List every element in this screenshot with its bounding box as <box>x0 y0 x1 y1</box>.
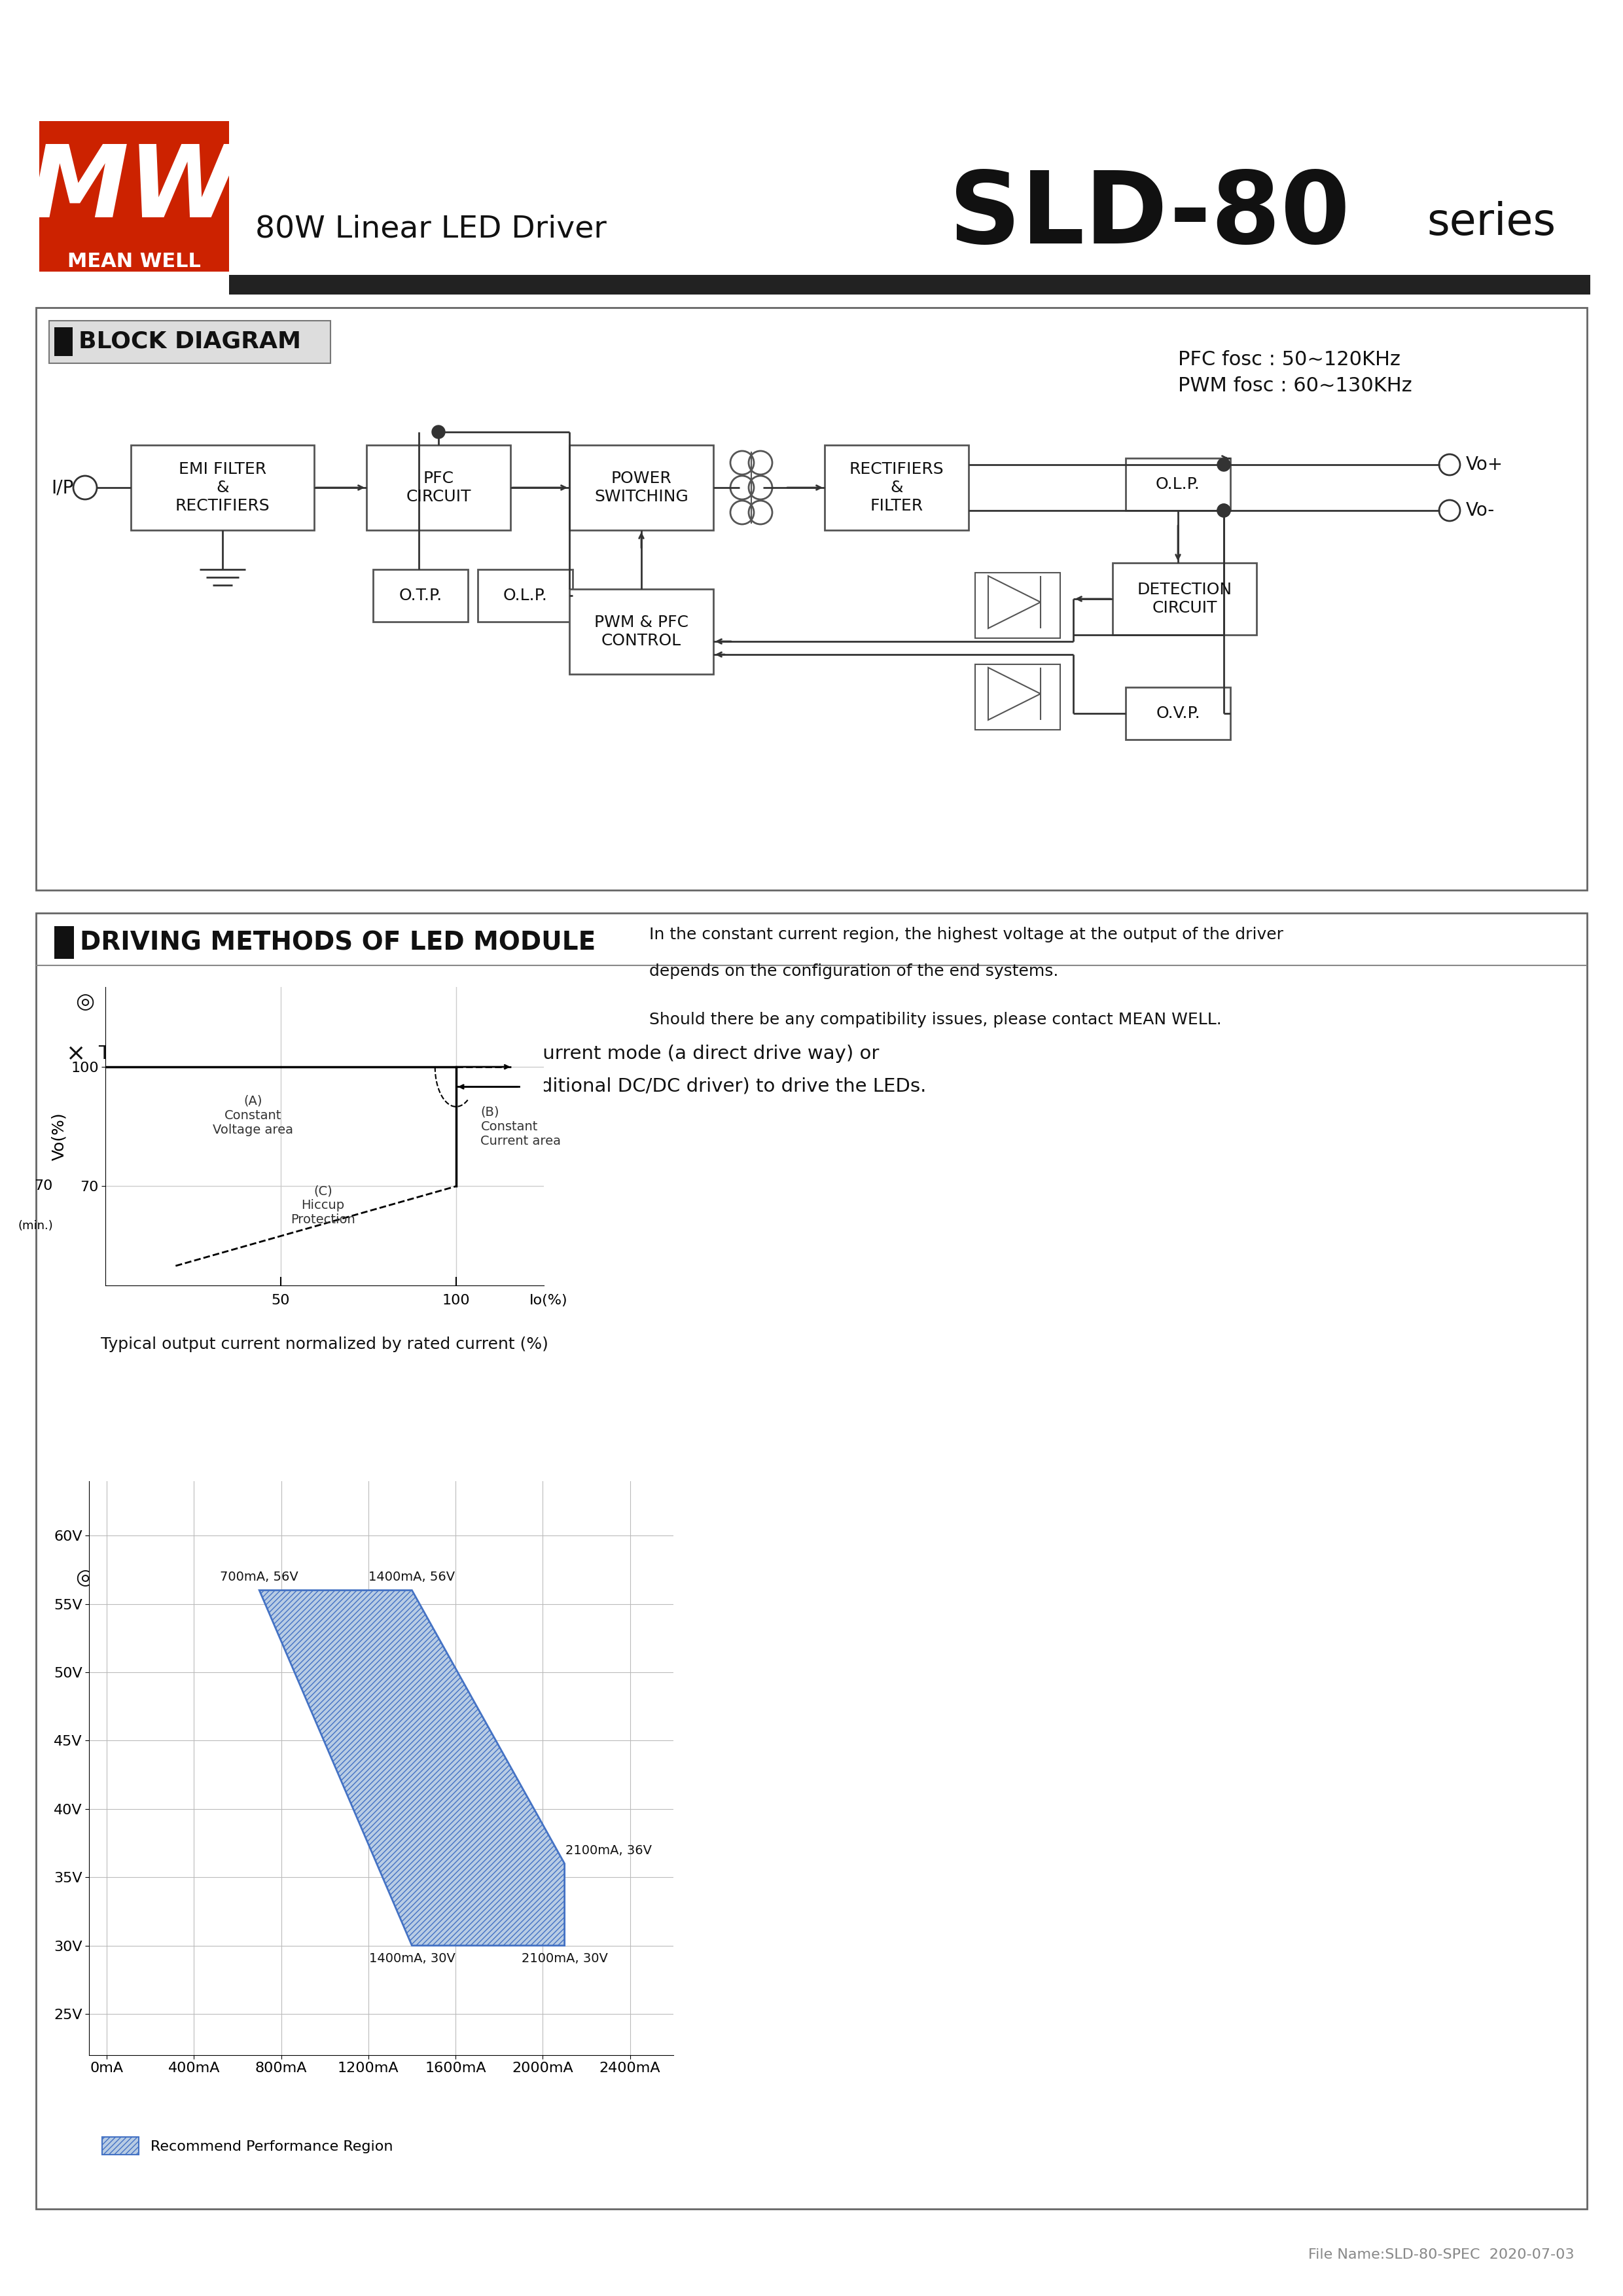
FancyBboxPatch shape <box>36 308 1587 891</box>
Text: PWM & PFC
CONTROL: PWM & PFC CONTROL <box>594 615 688 647</box>
FancyBboxPatch shape <box>975 664 1060 730</box>
FancyBboxPatch shape <box>131 445 315 530</box>
Polygon shape <box>260 1591 565 1945</box>
FancyBboxPatch shape <box>373 569 467 622</box>
FancyBboxPatch shape <box>570 590 714 675</box>
Text: ◎: ◎ <box>76 1566 94 1589</box>
FancyBboxPatch shape <box>1126 687 1230 739</box>
Text: POWER
SWITCHING: POWER SWITCHING <box>594 471 688 505</box>
Text: Should there be any compatibility issues, please contact MEAN WELL.: Should there be any compatibility issues… <box>649 1013 1222 1026</box>
Text: SLD-80-56: SLD-80-56 <box>105 1566 232 1589</box>
Circle shape <box>1217 503 1230 517</box>
FancyBboxPatch shape <box>367 445 511 530</box>
Text: (C)
Hiccup
Protection: (C) Hiccup Protection <box>291 1185 355 1226</box>
FancyBboxPatch shape <box>49 321 331 363</box>
Text: Vo-: Vo- <box>1466 501 1495 519</box>
Text: series: series <box>1427 202 1556 243</box>
Text: 50: 50 <box>271 1293 291 1306</box>
Text: BLOCK DIAGRAM: BLOCK DIAGRAM <box>78 331 300 354</box>
Text: (A)
Constant
Voltage area: (A) Constant Voltage area <box>213 1095 294 1137</box>
Text: O.L.P.: O.L.P. <box>503 588 547 604</box>
Text: (min.): (min.) <box>18 1219 54 1233</box>
Text: Constant Voltage mode (usually through additional DC/DC driver) to drive the LED: Constant Voltage mode (usually through a… <box>125 1077 927 1095</box>
Text: In the constant current region, the highest voltage at the output of the driver: In the constant current region, the high… <box>649 928 1284 941</box>
Text: PWM fosc : 60~130KHz: PWM fosc : 60~130KHz <box>1178 377 1412 395</box>
Text: PFC fosc : 50~120KHz: PFC fosc : 50~120KHz <box>1178 351 1401 370</box>
Text: Io(%): Io(%) <box>529 1293 568 1306</box>
Text: O.T.P.: O.T.P. <box>399 588 441 604</box>
Y-axis label: Vo(%): Vo(%) <box>52 1114 67 1159</box>
Circle shape <box>1217 459 1230 471</box>
Text: I/P: I/P <box>50 478 73 496</box>
FancyBboxPatch shape <box>54 328 73 356</box>
Text: O.L.P.: O.L.P. <box>1156 478 1199 491</box>
Text: Vo+: Vo+ <box>1466 455 1503 473</box>
Text: 2100mA, 30V: 2100mA, 30V <box>521 1952 607 1965</box>
FancyBboxPatch shape <box>975 572 1060 638</box>
Text: 2100mA, 36V: 2100mA, 36V <box>566 1844 652 1857</box>
FancyBboxPatch shape <box>1112 563 1256 636</box>
Text: 70: 70 <box>34 1180 54 1194</box>
Text: MEAN WELL: MEAN WELL <box>68 253 201 271</box>
Text: depends on the configuration of the end systems.: depends on the configuration of the end … <box>649 964 1058 978</box>
Text: File Name:SLD-80-SPEC  2020-07-03: File Name:SLD-80-SPEC 2020-07-03 <box>1308 2248 1574 2262</box>
Circle shape <box>432 425 445 439</box>
Text: DETECTION
CIRCUIT: DETECTION CIRCUIT <box>1138 581 1232 615</box>
Circle shape <box>1217 503 1230 517</box>
Text: EMI FILTER
&
RECTIFIERS: EMI FILTER & RECTIFIERS <box>175 461 269 514</box>
FancyBboxPatch shape <box>36 914 1587 2209</box>
FancyBboxPatch shape <box>824 445 969 530</box>
FancyBboxPatch shape <box>1126 459 1230 510</box>
Text: RECTIFIERS
&
FILTER: RECTIFIERS & FILTER <box>849 461 945 514</box>
FancyBboxPatch shape <box>477 569 573 622</box>
Text: 1400mA, 56V: 1400mA, 56V <box>368 1570 454 1584</box>
Text: DRIVING METHODS OF LED MODULE: DRIVING METHODS OF LED MODULE <box>80 930 596 955</box>
FancyBboxPatch shape <box>39 241 229 271</box>
Text: 100: 100 <box>441 1293 471 1306</box>
Legend: Recommend Performance Region: Recommend Performance Region <box>96 2131 399 2161</box>
Text: (B)
Constant
Current area: (B) Constant Current area <box>480 1107 562 1148</box>
Text: 80W Linear LED Driver: 80W Linear LED Driver <box>255 214 607 243</box>
Text: ×: × <box>65 1042 84 1065</box>
FancyBboxPatch shape <box>570 445 714 530</box>
Text: SLD-80-12,24: SLD-80-12,24 <box>105 990 269 1013</box>
Text: PFC
CIRCUIT: PFC CIRCUIT <box>406 471 471 505</box>
Text: SLD-80: SLD-80 <box>949 168 1350 264</box>
Text: 1400mA, 30V: 1400mA, 30V <box>368 1952 454 1965</box>
FancyBboxPatch shape <box>229 276 1591 294</box>
Text: ◎: ◎ <box>76 990 94 1013</box>
Text: 700mA, 56V: 700mA, 56V <box>221 1570 299 1584</box>
Text: O.V.P.: O.V.P. <box>1156 705 1199 721</box>
Text: MW: MW <box>29 140 239 239</box>
FancyBboxPatch shape <box>39 122 229 271</box>
Text: This series is able to work in either Constant Current mode (a direct drive way): This series is able to work in either Co… <box>97 1045 880 1063</box>
FancyBboxPatch shape <box>54 925 75 960</box>
Text: Typical output current normalized by rated current (%): Typical output current normalized by rat… <box>101 1336 549 1352</box>
